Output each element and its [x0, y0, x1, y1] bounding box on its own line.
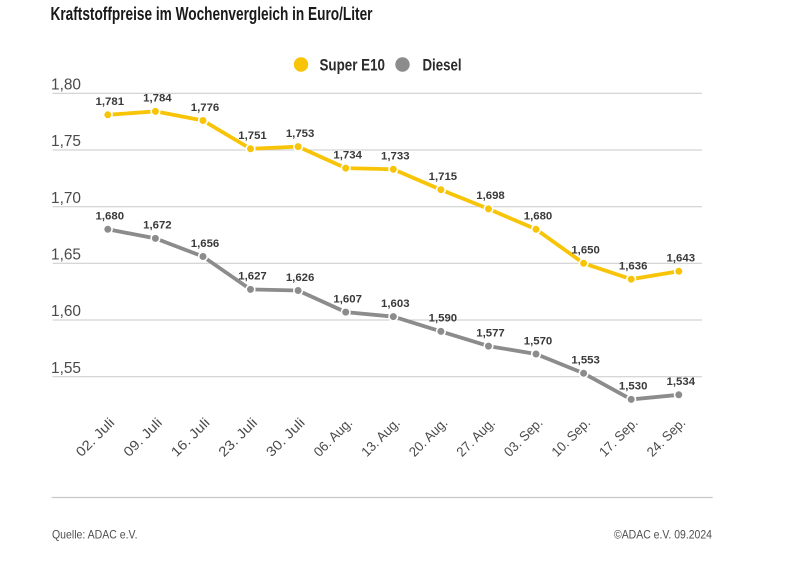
svg-text:1,781: 1,781 [96, 96, 125, 108]
svg-text:1,656: 1,656 [191, 238, 220, 250]
svg-text:1,577: 1,577 [476, 327, 505, 339]
svg-text:1,680: 1,680 [524, 211, 553, 223]
svg-text:1,607: 1,607 [333, 293, 362, 305]
svg-text:1,753: 1,753 [286, 128, 315, 140]
svg-text:1,55: 1,55 [51, 360, 81, 377]
svg-text:1,643: 1,643 [667, 253, 696, 265]
svg-text:1,553: 1,553 [571, 355, 600, 367]
svg-text:1,698: 1,698 [476, 190, 505, 202]
svg-text:1,751: 1,751 [238, 130, 267, 142]
svg-text:1,776: 1,776 [191, 102, 220, 114]
svg-text:Kraftstoffpreise im Wochenverg: Kraftstoffpreise im Wochenvergleich in E… [51, 3, 373, 24]
svg-text:1,80: 1,80 [51, 77, 81, 94]
svg-text:Quelle: ADAC e.V.: Quelle: ADAC e.V. [52, 528, 138, 542]
svg-text:1,65: 1,65 [51, 247, 81, 264]
svg-text:1,650: 1,650 [571, 245, 600, 257]
svg-text:1,70: 1,70 [51, 190, 81, 207]
svg-text:©ADAC e.V. 09.2024: ©ADAC e.V. 09.2024 [614, 528, 712, 542]
svg-text:1,636: 1,636 [619, 261, 648, 273]
svg-text:1,75: 1,75 [51, 133, 81, 150]
svg-text:1,627: 1,627 [238, 271, 267, 283]
svg-text:1,603: 1,603 [381, 298, 410, 310]
svg-text:1,534: 1,534 [667, 376, 696, 388]
svg-text:1,784: 1,784 [143, 93, 172, 105]
svg-text:Super E10: Super E10 [320, 56, 386, 75]
svg-text:1,570: 1,570 [524, 335, 553, 347]
svg-text:1,672: 1,672 [143, 220, 172, 232]
svg-text:1,715: 1,715 [429, 171, 458, 183]
svg-text:1,60: 1,60 [51, 303, 81, 320]
svg-text:1,590: 1,590 [429, 313, 458, 325]
svg-text:Diesel: Diesel [423, 56, 462, 75]
svg-text:1,626: 1,626 [286, 272, 315, 284]
svg-text:1,734: 1,734 [333, 149, 362, 161]
svg-text:1,680: 1,680 [96, 211, 125, 223]
svg-text:1,530: 1,530 [619, 381, 648, 393]
svg-text:1,733: 1,733 [381, 151, 410, 163]
